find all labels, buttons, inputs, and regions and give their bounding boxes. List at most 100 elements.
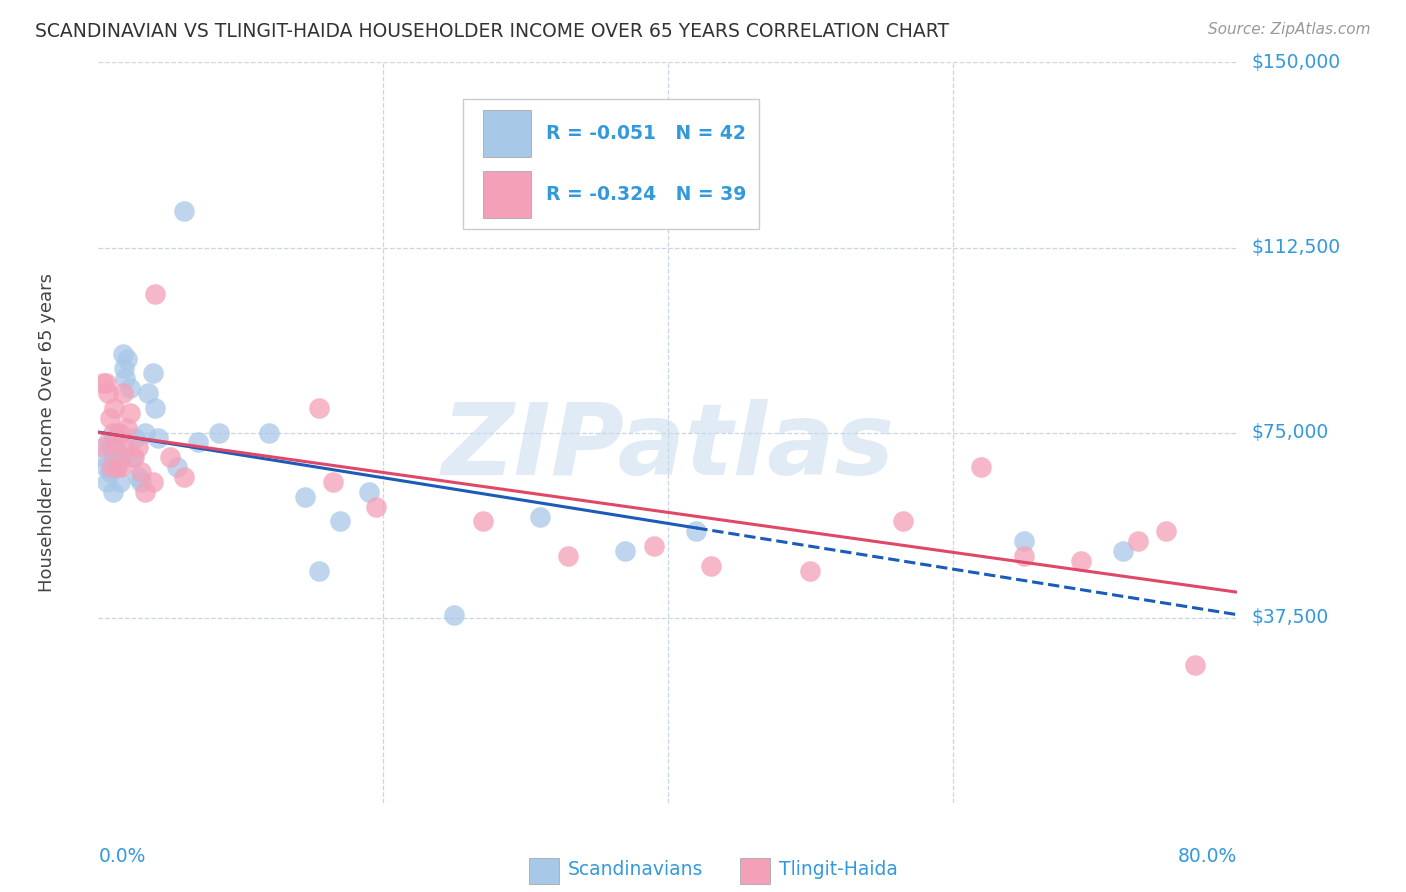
Point [685, 524, 707, 539]
Text: $75,000: $75,000 [1251, 423, 1329, 442]
Point [529, 509, 551, 524]
Point [129, 475, 152, 489]
Point [259, 425, 281, 440]
Text: $37,500: $37,500 [1251, 608, 1329, 627]
Point [166, 460, 188, 475]
Point [141, 475, 163, 489]
Point [91, 450, 114, 465]
Point [112, 361, 135, 376]
Point [1012, 549, 1035, 563]
Point [308, 401, 330, 415]
Point [96, 475, 118, 489]
FancyBboxPatch shape [529, 857, 560, 884]
Text: Tlingit-Haida: Tlingit-Haida [779, 860, 897, 879]
Text: 0.0%: 0.0% [98, 847, 146, 866]
Point [322, 475, 344, 489]
Point [159, 450, 181, 465]
Point [118, 381, 141, 395]
Point [124, 431, 146, 445]
Point [91, 376, 114, 391]
Text: ZIPatlas: ZIPatlas [441, 399, 894, 496]
Point [1126, 534, 1149, 549]
Point [98, 465, 121, 479]
Point [122, 450, 145, 465]
Text: 80.0%: 80.0% [1178, 847, 1237, 866]
Point [891, 515, 914, 529]
Point [145, 287, 167, 301]
Text: $150,000: $150,000 [1251, 53, 1340, 72]
Point [101, 425, 124, 440]
Point [136, 386, 159, 401]
Point [111, 346, 134, 360]
Point [108, 475, 131, 489]
FancyBboxPatch shape [484, 110, 531, 157]
Point [699, 558, 721, 573]
Point [104, 460, 127, 475]
Point [141, 367, 163, 381]
Point [107, 445, 129, 459]
Text: R = -0.051   N = 42: R = -0.051 N = 42 [546, 124, 745, 144]
Point [557, 549, 579, 563]
Text: R = -0.324   N = 39: R = -0.324 N = 39 [546, 186, 747, 204]
Point [127, 470, 149, 484]
Point [111, 386, 134, 401]
Point [308, 564, 330, 578]
Point [121, 450, 143, 465]
Point [100, 460, 122, 475]
Point [127, 441, 149, 455]
FancyBboxPatch shape [740, 857, 769, 884]
Point [115, 351, 138, 366]
FancyBboxPatch shape [463, 99, 759, 229]
Point [173, 470, 195, 484]
Point [208, 425, 231, 440]
Point [114, 371, 136, 385]
Text: Householder Income Over 65 years: Householder Income Over 65 years [38, 273, 56, 592]
Point [173, 203, 195, 218]
Point [101, 484, 124, 499]
Point [1154, 524, 1177, 539]
Point [1184, 657, 1206, 672]
Point [98, 410, 121, 425]
Point [97, 386, 120, 401]
Point [148, 431, 170, 445]
Point [294, 490, 316, 504]
Point [614, 544, 637, 558]
Point [104, 441, 127, 455]
Point [118, 406, 141, 420]
Point [115, 420, 138, 434]
Text: $112,500: $112,500 [1251, 238, 1340, 257]
Point [643, 539, 665, 553]
Point [129, 465, 152, 479]
Point [357, 484, 380, 499]
Point [105, 460, 128, 475]
Point [145, 401, 167, 415]
Point [187, 435, 209, 450]
Point [94, 460, 117, 475]
Point [134, 484, 156, 499]
Point [108, 425, 131, 440]
Point [471, 515, 494, 529]
Point [1112, 544, 1135, 558]
Point [94, 376, 117, 391]
Point [105, 425, 128, 440]
Point [112, 441, 135, 455]
Point [443, 608, 465, 623]
Point [1012, 534, 1035, 549]
Point [110, 450, 132, 465]
Point [1070, 554, 1092, 568]
Text: Source: ZipAtlas.com: Source: ZipAtlas.com [1208, 22, 1371, 37]
Text: Scandinavians: Scandinavians [568, 860, 703, 879]
Point [103, 450, 125, 465]
Point [103, 401, 125, 415]
Point [799, 564, 821, 578]
Point [364, 500, 387, 514]
FancyBboxPatch shape [484, 171, 531, 219]
Point [93, 441, 115, 455]
Text: SCANDINAVIAN VS TLINGIT-HAIDA HOUSEHOLDER INCOME OVER 65 YEARS CORRELATION CHART: SCANDINAVIAN VS TLINGIT-HAIDA HOUSEHOLDE… [35, 22, 949, 41]
Point [97, 435, 120, 450]
Point [134, 425, 156, 440]
Point [100, 441, 122, 455]
Point [329, 515, 352, 529]
Point [970, 460, 993, 475]
Point [110, 460, 132, 475]
